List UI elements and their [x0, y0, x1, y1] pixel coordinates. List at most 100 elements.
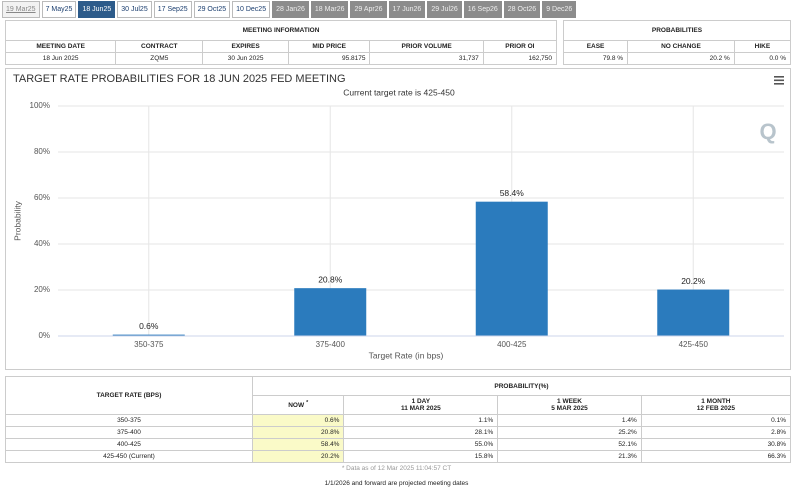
y-tick-label: 40%	[34, 239, 50, 248]
bar	[657, 289, 730, 336]
bar	[475, 201, 548, 336]
cell: ZQM5	[115, 52, 204, 65]
meeting-tab[interactable]: 28 Jan26	[272, 1, 309, 18]
footer: 1/1/2026 and forward are projected meeti…	[324, 480, 469, 487]
cell: 350-375	[5, 414, 253, 427]
y-tick-label: 60%	[34, 193, 50, 202]
chart-panel: TARGET RATE PROBABILITIES FOR 18 JUN 202…	[5, 68, 791, 370]
group-header: PROBABILITY(%)	[252, 376, 791, 396]
column-header: MID PRICE	[287, 40, 371, 53]
column-header: EXPIRES	[202, 40, 289, 53]
cell: 21.3%	[497, 450, 642, 463]
meeting-tab[interactable]: 17 Jun26	[388, 1, 426, 18]
column-date: 12 FEB 2025	[696, 405, 736, 412]
cell: 95.8175	[287, 52, 371, 65]
cell: 425-450 (Current)	[5, 450, 253, 463]
data-label: 0.6%	[139, 321, 159, 331]
column-date: 11 MAR 2025	[400, 405, 441, 412]
column-date: 5 MAR 2025	[551, 405, 588, 412]
table-title: PROBABILITIES	[563, 20, 791, 41]
table-row: 350-375 0.6% 1.1% 1.4% 0.1%	[5, 414, 792, 427]
cell: 20.2 %	[627, 52, 735, 65]
column-header: CONTRACT	[115, 40, 204, 53]
cell: 20.8%	[251, 426, 345, 439]
y-tick-label: 0%	[38, 331, 50, 340]
column-header: 1 MONTH 12 FEB 2025	[640, 395, 792, 415]
footnote-mark: *	[306, 400, 309, 407]
meeting-tab[interactable]: 18 Mar26	[310, 1, 349, 18]
x-tick-label: 375-400	[316, 340, 346, 349]
column-header: 1 WEEK 5 MAR 2025	[497, 395, 642, 415]
meeting-tab[interactable]: 19 Mar25	[2, 1, 40, 18]
cell: 58.4%	[251, 438, 345, 451]
meeting-tab[interactable]: 29 Apr26	[350, 1, 387, 18]
menu-icon[interactable]	[774, 76, 784, 85]
meeting-tab[interactable]: 29 Jul26	[427, 1, 462, 18]
table-row: 425-450 (Current) 20.2% 15.8% 21.3% 66.3%	[5, 450, 792, 463]
cell: 400-425	[5, 438, 253, 451]
y-axis-title: Probability	[12, 200, 22, 240]
cell: 66.3%	[640, 450, 792, 463]
meeting-tab[interactable]: 10 Dec25	[232, 1, 271, 18]
cell: 1.4%	[497, 414, 642, 427]
cell: 0.0 %	[733, 52, 792, 65]
meeting-info-table: MEETING INFORMATION MEETING DATE CONTRACT…	[4, 20, 558, 65]
y-tick-label: 100%	[30, 101, 50, 110]
column-header: 1 DAY 11 MAR 2025	[343, 395, 499, 415]
meeting-tab[interactable]: 30 Jul25	[117, 1, 152, 18]
data-label: 58.4%	[500, 188, 525, 198]
cell: 79.8 %	[562, 52, 629, 65]
column-header: NO CHANGE	[627, 40, 735, 53]
chart-title: TARGET RATE PROBABILITIES FOR 18 JUN 202…	[13, 73, 346, 85]
meeting-tab[interactable]: 17 Sep25	[153, 1, 192, 18]
cell: 25.2%	[497, 426, 642, 439]
column-label: 1 MONTH	[701, 398, 731, 405]
column-header: MEETING DATE	[4, 40, 117, 53]
chart: TARGET RATE PROBABILITIES FOR 18 JUN 202…	[12, 73, 784, 360]
cell: 2.8%	[640, 426, 792, 439]
column-label: 1 DAY	[411, 398, 431, 405]
column-header: HIKE	[733, 40, 792, 53]
column-header: TARGET RATE (BPS)	[5, 376, 253, 415]
meeting-tab[interactable]: 29 Oct25	[193, 1, 231, 18]
y-tick-label: 20%	[34, 285, 50, 294]
chart-subtitle: Current target rate is 425-450	[343, 87, 455, 97]
column-label: 1 WEEK	[557, 398, 582, 405]
meeting-tab[interactable]: 9 Dec26	[542, 1, 577, 18]
meeting-tab[interactable]: 16 Sep26	[463, 1, 502, 18]
cell: 375-400	[5, 426, 253, 439]
tab-bar: 19 Mar25 7 May25 18 Jun25 30 Jul25 17 Sep25 2…	[2, 1, 577, 18]
bar	[112, 334, 185, 336]
cell: 18 Jun 2025	[4, 52, 117, 65]
column-label: NOW	[288, 402, 305, 410]
x-axis-title: Target Rate (in bps)	[369, 350, 444, 360]
cell: 162,750	[482, 52, 558, 65]
probabilities-table: PROBABILITIES EASE NO CHANGE HIKE 79.8 % 20.…	[562, 20, 792, 65]
table-title: MEETING INFORMATION	[5, 20, 557, 41]
bar	[294, 288, 367, 336]
cell: 0.6%	[251, 414, 345, 427]
cell: 52.1%	[497, 438, 642, 451]
column-header: EASE	[562, 40, 629, 53]
cell: 1.1%	[343, 414, 499, 427]
cell: 55.0%	[343, 438, 499, 451]
column-header: PRIOR VOLUME	[369, 40, 484, 53]
table-row: 400-425 58.4% 55.0% 52.1% 30.8%	[5, 438, 792, 451]
cell: 28.1%	[343, 426, 499, 439]
meeting-tab[interactable]: 28 Oct26	[503, 1, 541, 18]
meeting-tab[interactable]: 18 Jun25	[78, 1, 116, 18]
logo: Q	[759, 119, 776, 144]
x-tick-label: 350-375	[134, 340, 164, 349]
table-row: 375-400 20.8% 28.1% 25.2% 2.8%	[5, 426, 792, 439]
cell: 30 Jun 2025	[202, 52, 289, 65]
column-header: PRIOR OI	[482, 40, 558, 53]
y-tick-label: 80%	[34, 147, 50, 156]
cell: 15.8%	[343, 450, 499, 463]
data-label: 20.8%	[318, 274, 343, 284]
x-tick-label: 425-450	[679, 340, 709, 349]
meeting-tab[interactable]: 7 May25	[41, 1, 77, 18]
x-tick-label: 400-425	[497, 340, 527, 349]
cell: 30.8%	[640, 438, 792, 451]
note: * Data as of 12 Mar 2025 11:04:57 CT	[341, 465, 452, 472]
